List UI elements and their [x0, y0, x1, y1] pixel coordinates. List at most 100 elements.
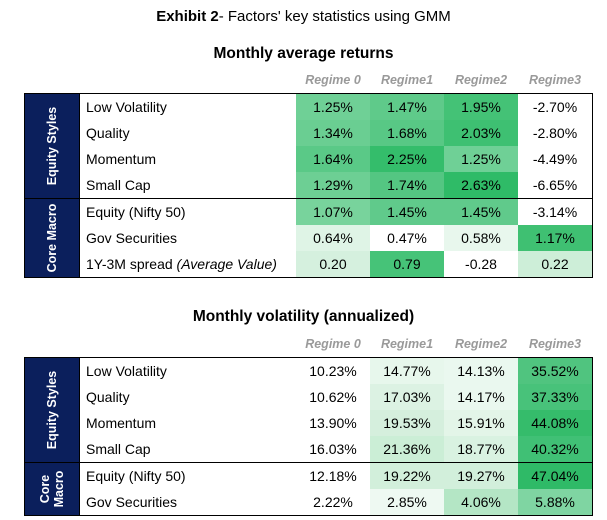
value-cell: 16.03% — [296, 436, 370, 463]
value-cell: 2.22% — [296, 489, 370, 516]
value-cell: -3.14% — [518, 198, 593, 225]
value-cell: 12.18% — [296, 462, 370, 489]
value-cell: 0.58% — [444, 225, 518, 251]
value-cell: 19.22% — [370, 462, 444, 489]
value-cell: 10.23% — [296, 357, 370, 384]
value-cell: -4.49% — [518, 146, 593, 172]
value-cell: 1.74% — [370, 172, 444, 199]
value-cell: 1.47% — [370, 93, 444, 120]
value-cell: 18.77% — [444, 436, 518, 463]
row-label: Equity (Nifty 50) — [79, 462, 296, 489]
value-cell: 1.45% — [444, 198, 518, 225]
row-label-text: Equity (Nifty 50) — [86, 468, 186, 484]
value-cell: 2.85% — [370, 489, 444, 516]
row-label: Low Volatility — [79, 357, 296, 384]
value-cell: 2.25% — [370, 146, 444, 172]
value-cell: 0.22 — [518, 251, 593, 278]
row-label: 1Y-3M spread (Average Value) — [79, 251, 296, 278]
value-cell: 17.03% — [370, 384, 444, 410]
value-cell: 1.45% — [370, 198, 444, 225]
row-label: Quality — [80, 384, 297, 410]
row-label: Gov Securities — [80, 225, 297, 251]
column-header: Regime1 — [380, 73, 434, 87]
value-cell: -6.65% — [518, 172, 593, 199]
row-label-text: Low Volatility — [86, 99, 167, 115]
table-row: Gov Securities 0.64% 0.47% 0.58% 1.17% — [25, 225, 593, 251]
table-row: Quality 1.34% 1.68% 2.03% -2.80% — [25, 120, 593, 146]
group-label-cell: Equity Styles — [24, 357, 80, 463]
value-cell: 2.63% — [444, 172, 518, 199]
group-label: Core Macro — [45, 203, 59, 273]
exhibit-description: - Factors' key statistics using GMM — [218, 8, 451, 25]
value-cell: 1.95% — [444, 93, 518, 120]
value-cell: 10.62% — [296, 384, 370, 410]
value-cell: 2.03% — [444, 120, 518, 146]
row-label-text: Gov Securities — [86, 494, 178, 510]
table-row: Equity Styles Low Volatility 1.25% 1.47% 1.9… — [24, 93, 593, 199]
value-cell: 0.20 — [296, 251, 370, 278]
table-row: Quality 10.62% 17.03% 14.17% 37.33% — [25, 384, 593, 410]
value-cell: 21.36% — [370, 436, 444, 463]
row-label: Momentum — [80, 146, 297, 172]
table-row: Momentum 1.64% 2.25% 1.25% -4.49% — [25, 146, 593, 172]
row-label-text: Small Cap — [86, 441, 151, 457]
value-cell: 0.64% — [296, 225, 370, 251]
group-label-cell: Equity Styles — [24, 93, 80, 199]
volatility-table-title: Monthly volatility (annualized) — [192, 308, 415, 325]
row-label: Low Volatility — [79, 93, 296, 120]
value-cell: 14.77% — [370, 357, 444, 384]
value-cell: 1.07% — [296, 198, 370, 225]
table-row: Small Cap 1.29% 1.74% 2.63% -6.65% — [25, 172, 593, 199]
column-header: Regime3 — [528, 337, 582, 351]
value-cell: 0.47% — [370, 225, 444, 251]
column-header: Regime2 — [454, 337, 508, 351]
column-header: Regime 0 — [305, 73, 361, 87]
row-label-text: Quality — [86, 125, 130, 141]
value-cell: 37.33% — [518, 384, 593, 410]
value-cell: 35.52% — [518, 357, 593, 384]
table-row: Small Cap 16.03% 21.36% 18.77% 40.32% — [25, 436, 593, 463]
exhibit-number: Exhibit 2 — [156, 8, 219, 25]
value-cell: 1.34% — [296, 120, 370, 146]
row-label: Momentum — [80, 410, 297, 436]
group-label: Core Macro — [38, 470, 66, 508]
row-label: Equity (Nifty 50) — [79, 198, 296, 225]
value-cell: 1.64% — [296, 146, 370, 172]
row-label-text: Gov Securities — [86, 230, 178, 246]
column-header: Regime1 — [380, 337, 434, 351]
value-cell: 1.25% — [444, 146, 518, 172]
volatility-table: Equity Styles Low Volatility 10.23% 14.77% 1… — [24, 357, 593, 516]
table-row: Core Macro Equity (Nifty 50) 12.18% 19.22% 1… — [24, 462, 593, 516]
value-cell: 1.25% — [296, 93, 370, 120]
value-cell: 13.90% — [296, 410, 370, 436]
row-label-text: Small Cap — [86, 177, 151, 193]
row-label-note: (Average Value) — [176, 256, 277, 272]
value-cell: 44.08% — [518, 410, 593, 436]
value-cell: 5.88% — [518, 489, 593, 516]
table-row: Gov Securities 2.22% 2.85% 4.06% 5.88% — [25, 489, 593, 516]
table-row: Core Macro Equity (Nifty 50) 1.07% 1.45% 1.4… — [24, 198, 593, 278]
column-header: Regime2 — [454, 73, 508, 87]
group-label: Equity Styles — [45, 106, 59, 186]
row-label: Small Cap — [80, 436, 297, 463]
value-cell: 14.17% — [444, 384, 518, 410]
group-label-cell: Core Macro — [24, 198, 80, 278]
row-label: Gov Securities — [79, 489, 296, 516]
table-row: 1Y-3M spread (Average Value) 0.20 0.79 -0.2… — [25, 251, 593, 278]
group-label-cell: Core Macro — [24, 462, 80, 516]
value-cell: 1.68% — [370, 120, 444, 146]
row-label: Small Cap — [80, 172, 297, 199]
value-cell: 40.32% — [518, 436, 593, 463]
value-cell: 19.53% — [370, 410, 444, 436]
value-cell: 0.79 — [370, 251, 444, 278]
value-cell: 47.04% — [518, 462, 593, 489]
value-cell: 1.29% — [296, 172, 370, 199]
column-header: Regime 0 — [305, 337, 361, 351]
exhibit-caption: Exhibit 2- Factors' key statistics using… — [0, 8, 607, 25]
row-label: Quality — [80, 120, 297, 146]
row-label-text: Momentum — [86, 151, 157, 167]
value-cell: 19.27% — [444, 462, 518, 489]
value-cell: 14.13% — [444, 357, 518, 384]
value-cell: -2.80% — [518, 120, 593, 146]
value-cell: 1.17% — [518, 225, 593, 251]
